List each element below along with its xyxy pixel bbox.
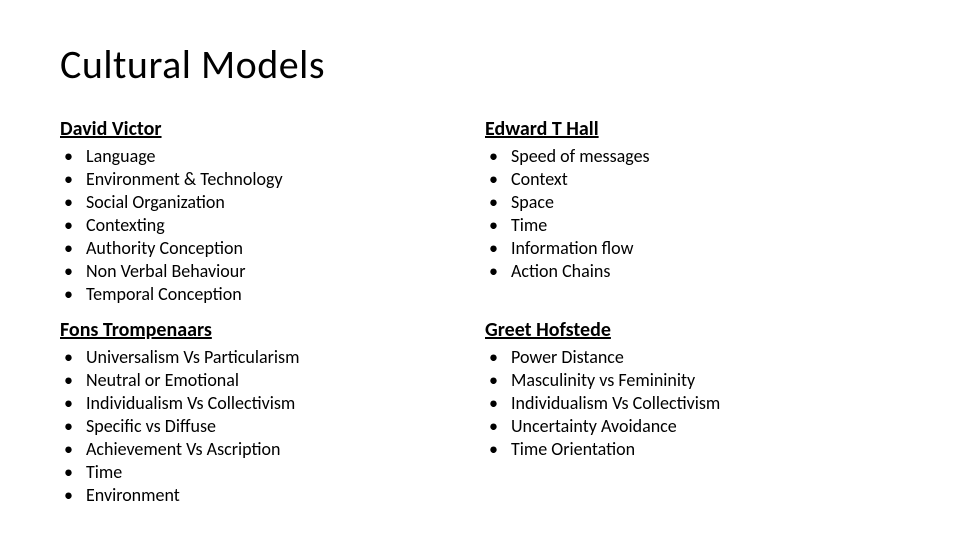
page-title: Cultural Models [60,40,900,89]
list-david-victor: Language Environment & Technology Social… [60,145,475,306]
list-item: Environment [60,484,475,507]
list-item: Individualism Vs Collectivism [60,392,475,415]
list-item: Language [60,145,475,168]
list-item: Individualism Vs Collectivism [485,392,900,415]
list-fons-trompenaars: Universalism Vs Particularism Neutral or… [60,346,475,507]
list-item: Time [485,214,900,237]
list-item: Time [60,461,475,484]
slide: Cultural Models David Victor Language En… [0,0,960,540]
list-item: Uncertainty Avoidance [485,415,900,438]
list-item: Context [485,168,900,191]
list-item: Information flow [485,237,900,260]
list-item: Action Chains [485,260,900,283]
heading-fons-trompenaars: Fons Trompenaars [60,318,475,342]
list-item: Achievement Vs Ascription [60,438,475,461]
list-item: Social Organization [60,191,475,214]
heading-greet-hofstede: Greet Hofstede [485,318,900,342]
list-item: Neutral or Emotional [60,369,475,392]
section-greet-hofstede: Greet Hofstede Power Distance Masculinit… [485,318,900,507]
list-item: Space [485,191,900,214]
list-item: Temporal Conception [60,283,475,306]
list-edward-t-hall: Speed of messages Context Space Time Inf… [485,145,900,283]
content-grid: David Victor Language Environment & Tech… [60,117,900,507]
section-fons-trompenaars: Fons Trompenaars Universalism Vs Particu… [60,318,475,507]
list-item: Environment & Technology [60,168,475,191]
list-item: Contexting [60,214,475,237]
list-item: Universalism Vs Particularism [60,346,475,369]
section-david-victor: David Victor Language Environment & Tech… [60,117,475,306]
heading-david-victor: David Victor [60,117,475,141]
heading-edward-t-hall: Edward T Hall [485,117,900,141]
list-item: Power Distance [485,346,900,369]
section-edward-t-hall: Edward T Hall Speed of messages Context … [485,117,900,306]
list-item: Time Orientation [485,438,900,461]
list-item: Authority Conception [60,237,475,260]
list-greet-hofstede: Power Distance Masculinity vs Femininity… [485,346,900,461]
list-item: Specific vs Diffuse [60,415,475,438]
list-item: Masculinity vs Femininity [485,369,900,392]
list-item: Non Verbal Behaviour [60,260,475,283]
list-item: Speed of messages [485,145,900,168]
